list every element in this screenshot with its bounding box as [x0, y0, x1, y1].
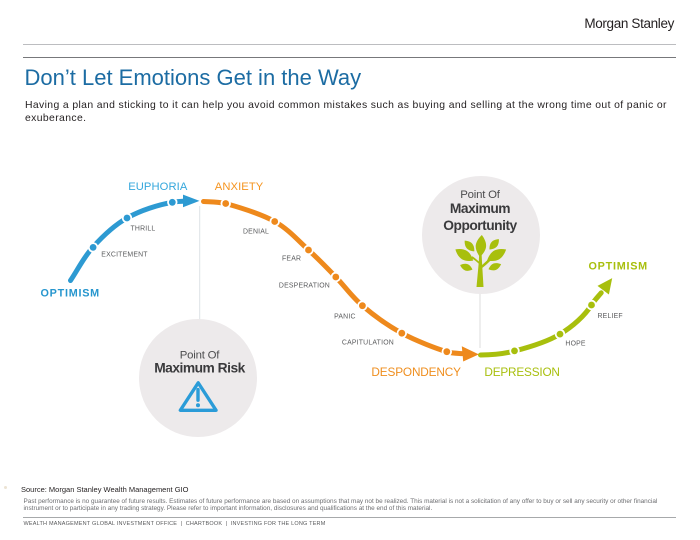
svg-text:Maximum Risk: Maximum Risk — [154, 361, 245, 376]
svg-text:Point Of: Point Of — [180, 350, 221, 362]
svg-text:ANXIETY: ANXIETY — [215, 181, 264, 193]
svg-text:Point Of: Point Of — [460, 189, 501, 201]
svg-text:OPTIMISM: OPTIMISM — [589, 261, 648, 273]
svg-text:EXCITEMENT: EXCITEMENT — [101, 252, 148, 259]
svg-text:CAPITULATION: CAPITULATION — [342, 339, 394, 346]
svg-text:Opportunity: Opportunity — [443, 218, 517, 233]
svg-text:DESPONDENCY: DESPONDENCY — [371, 365, 461, 379]
svg-text:DEPRESSION: DEPRESSION — [484, 365, 559, 379]
svg-text:EUPHORIA: EUPHORIA — [128, 181, 188, 193]
svg-text:DESPERATION: DESPERATION — [279, 282, 330, 289]
svg-text:RELIEF: RELIEF — [598, 313, 623, 320]
svg-text:HOPE: HOPE — [565, 341, 586, 348]
svg-text:DENIAL: DENIAL — [243, 229, 269, 236]
svg-text:OPTIMISM: OPTIMISM — [41, 288, 100, 300]
svg-text:FEAR: FEAR — [282, 255, 301, 262]
svg-text:THRILL: THRILL — [131, 226, 156, 233]
svg-text:PANIC: PANIC — [334, 314, 356, 321]
svg-text:Maximum: Maximum — [450, 201, 510, 216]
